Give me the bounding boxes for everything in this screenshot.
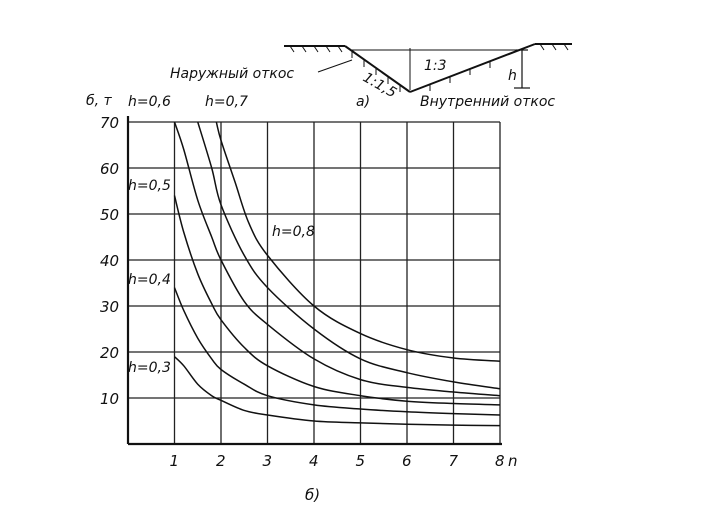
inner-slope-line [409,43,536,93]
x-tick-label: 7 [449,452,459,470]
tick-labels: 1 2 3 4 5 6 7 8 10 20 30 40 50 60 70 [100,114,505,470]
x-tick-label: 8 [495,452,505,470]
y-axis-label: б, т [86,93,113,109]
curve-label-h07: h=0,7 [205,94,248,110]
curve-h07 [197,121,501,390]
outer-slope-label: Наружный откос [170,66,294,82]
figure-caption-b: б) [305,486,320,504]
x-tick-label: 3 [263,452,273,470]
slope-hatching [289,43,569,92]
curve-label-h06: h=0,6 [128,94,171,110]
curve-h08 [215,121,501,362]
x-tick-label: 2 [216,452,226,470]
curve-h06 [173,121,501,397]
y-tick-label: 10 [100,390,119,408]
curve-label-h08: h=0,8 [272,224,315,240]
right-slope-ratio: 1:3 [424,58,447,74]
curve-label-h03: h=0,3 [128,360,171,376]
y-tick-label: 40 [100,252,119,270]
y-tick-label: 30 [100,298,119,316]
curve-h04 [173,287,501,416]
curve-h03 [173,356,501,427]
outer-slope-leader [317,59,353,73]
x-tick-label: 4 [309,452,319,470]
axes [126,116,502,446]
x-tick-label: 5 [356,452,366,470]
y-tick-label: 60 [100,160,119,178]
curve-label-h05: h=0,5 [128,178,171,194]
curve-label-h04: h=0,4 [128,272,171,288]
outer-slope-line [344,45,411,93]
grid [128,121,501,444]
y-tick-label: 20 [100,344,119,362]
x-tick-label: 6 [402,452,412,470]
inner-slope-label: Внутренний откос [420,94,555,110]
inset-caption-a: а) [356,94,370,110]
curve-h05 [173,195,501,406]
curves [173,121,501,427]
x-axis-label: n [508,452,518,470]
y-tick-label: 70 [100,114,119,132]
depth-label: h [508,68,517,84]
y-tick-label: 50 [100,206,119,224]
x-tick-label: 1 [170,452,180,470]
